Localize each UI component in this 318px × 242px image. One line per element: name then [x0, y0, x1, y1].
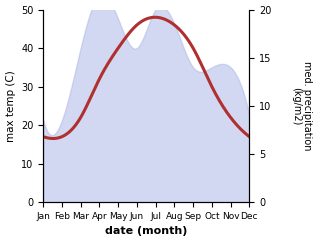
- Y-axis label: max temp (C): max temp (C): [5, 70, 16, 142]
- Y-axis label: med. precipitation
(kg/m2): med. precipitation (kg/m2): [291, 61, 313, 151]
- X-axis label: date (month): date (month): [105, 227, 187, 236]
